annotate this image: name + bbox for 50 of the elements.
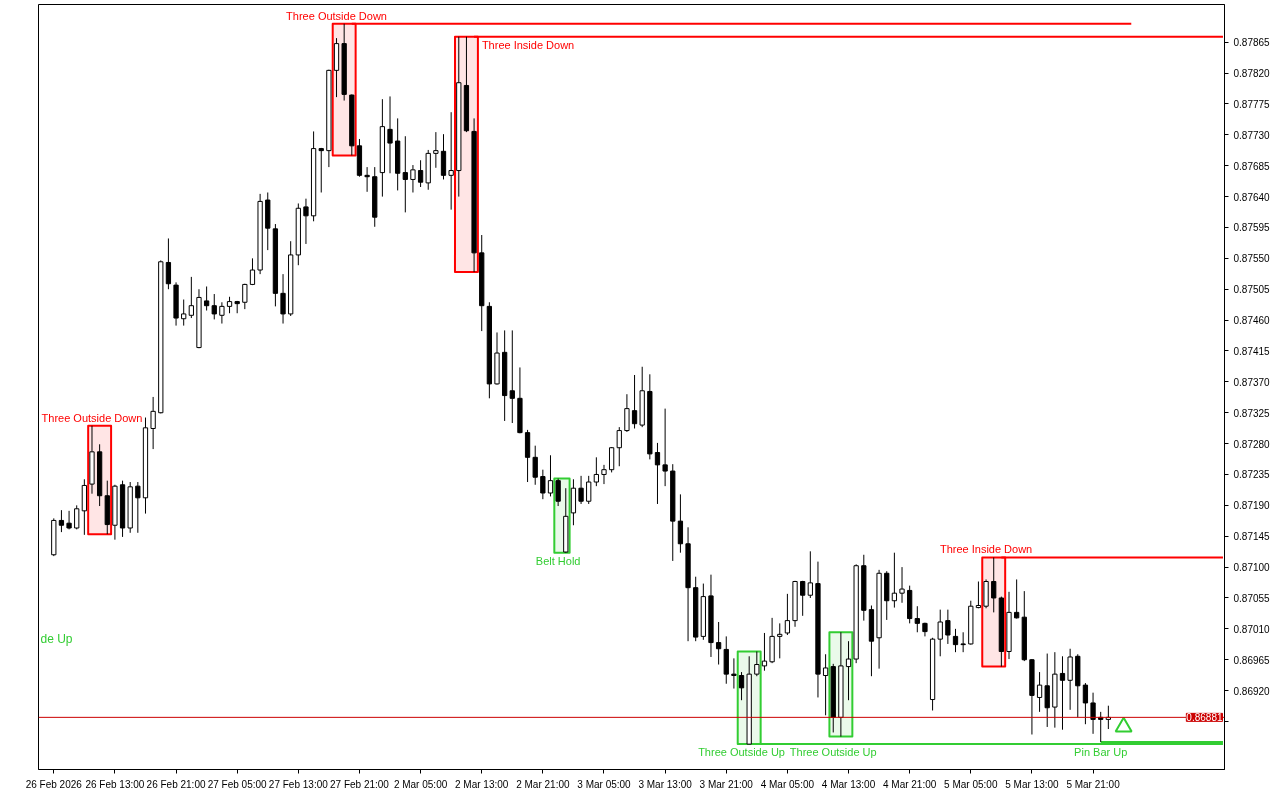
y-tick-label: 0.87190 [1233,500,1271,512]
x-tick-label: 5 Mar 13:00 [1005,778,1060,790]
y-tick-label: 0.86965 [1233,654,1271,666]
y-tick-label: 0.87685 [1233,160,1271,172]
x-tick-label: 5 Mar 05:00 [944,778,998,790]
y-tick-label: 0.87820 [1233,68,1271,80]
y-tick-label: 0.87775 [1233,98,1271,110]
y-tick-label: 0.87280 [1233,438,1271,450]
y-tick-label: 0.87145 [1233,531,1271,543]
y-tick-label: 0.87370 [1233,376,1271,388]
legend-label: Three Outside Down [41,411,143,424]
x-tick-label: 2 Mar 21:00 [516,778,570,790]
x-tick-label: 27 Feb 13:00 [268,778,329,790]
x-tick-label: 5 Mar 21:00 [1066,778,1121,790]
x-tick-label: 27 Feb 05:00 [207,778,268,790]
y-tick-label: 0.86920 [1233,685,1271,697]
x-tick-label: 3 Mar 21:00 [699,778,754,790]
series-label: Three Inside Down [481,38,575,51]
y-tick-label: 0.87325 [1233,407,1271,419]
ref-line-label: 0.86881 [1186,712,1223,724]
legend-label: Three Outside Up [789,746,877,759]
series-label: Three Outside Up [698,746,785,759]
x-tick-label: 2 Mar 05:00 [393,778,448,790]
x-tick-label: 4 Mar 13:00 [821,778,876,790]
y-tick-label: 0.87100 [1233,562,1271,574]
y-tick-label: 0.87460 [1233,315,1271,327]
y-tick-label: 0.87505 [1233,284,1271,296]
series-label: Three Inside Down [939,543,1033,556]
x-tick-label: 26 Feb 13:00 [85,778,145,790]
y-tick-label: 0.87010 [1233,623,1271,635]
y-tick-label: 0.87550 [1233,253,1271,265]
x-tick-label: 27 Feb 21:00 [329,778,390,790]
x-tick-label: 3 Mar 05:00 [577,778,632,790]
x-tick-label: 2 Mar 13:00 [455,778,509,790]
annotation: de Up [40,632,73,647]
y-tick-label: 0.87730 [1233,129,1271,141]
x-tick-label: 3 Mar 13:00 [638,778,693,790]
y-tick-label: 0.87595 [1233,222,1271,234]
x-tick-label: 4 Mar 05:00 [760,778,815,790]
series-label: Three Outside Down [286,9,387,22]
y-tick-label: 0.87055 [1233,592,1271,604]
y-tick-label: 0.87415 [1233,345,1271,357]
x-tick-label: 4 Mar 21:00 [882,778,937,790]
x-tick-label: 26 Feb 2026 [25,778,83,790]
y-tick-label: 0.87235 [1233,469,1271,481]
series-label: Pin Bar Up [1074,746,1128,759]
x-tick-label: 26 Feb 21:00 [146,778,206,790]
legend-label: Belt Hold [535,554,581,567]
y-tick-label: 0.87640 [1233,191,1271,203]
y-tick-label: 0.87865 [1233,37,1271,49]
